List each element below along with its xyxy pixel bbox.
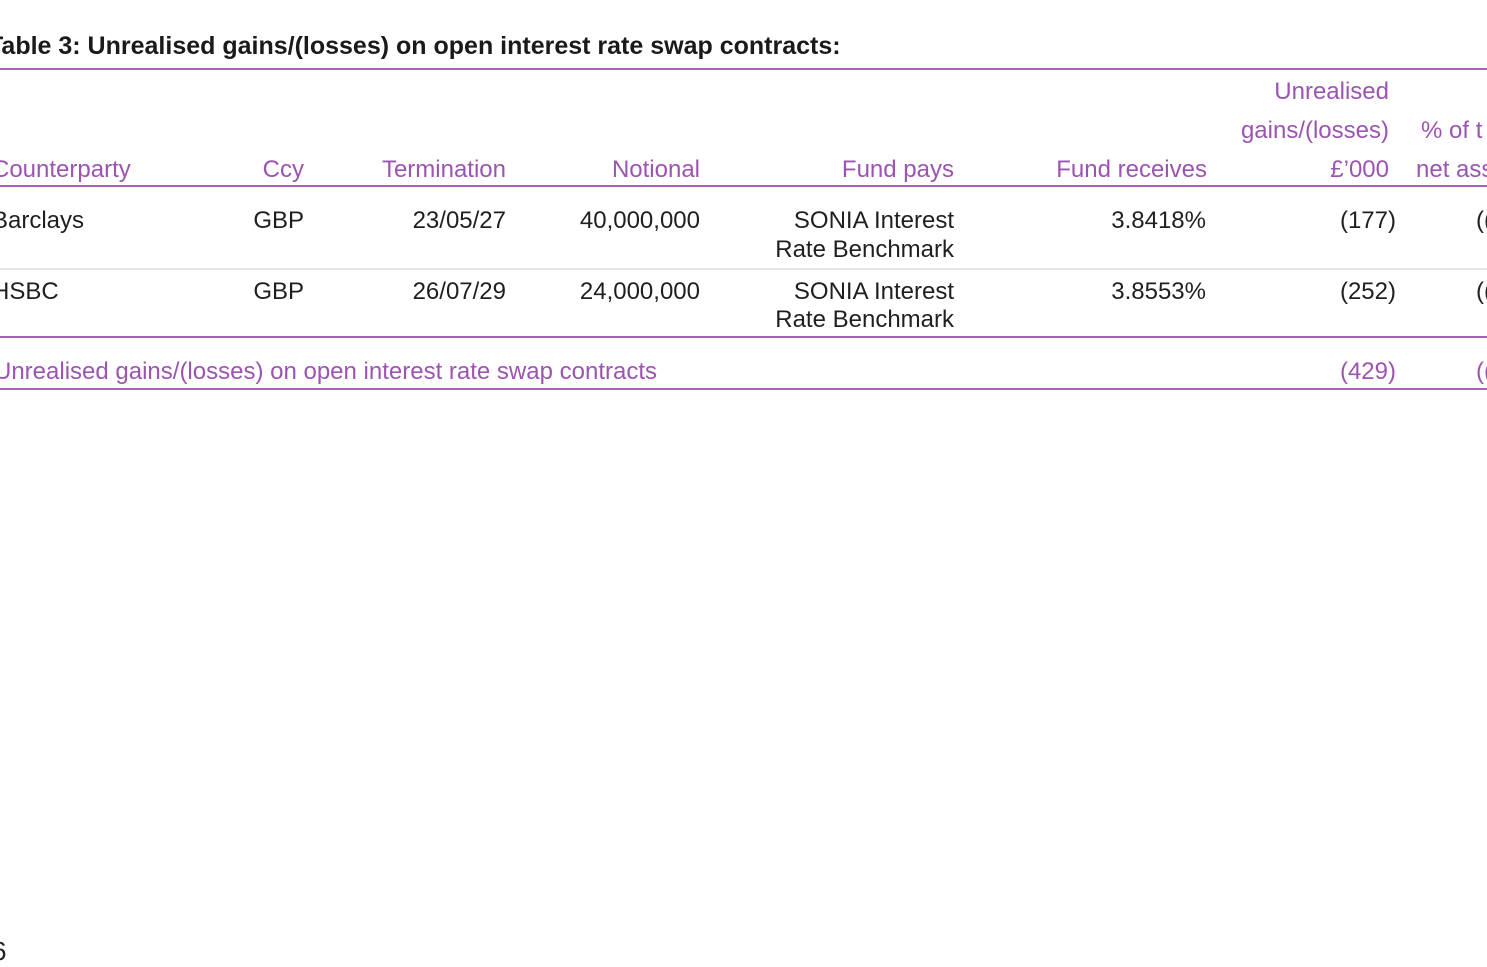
page-number: 6	[0, 936, 6, 967]
col-header-fund-receives: Fund receives	[1056, 156, 1207, 183]
col-header-unrealised-2: gains/(losses)	[1240, 117, 1389, 144]
col-header-fund-pays: Fund pays	[841, 156, 954, 183]
cell-ccy: GBP	[253, 278, 304, 305]
cell-counterparty: Barclays	[0, 207, 85, 234]
cell-fund-pays-1: SONIA Interest	[793, 278, 954, 305]
cell-notional: 40,000,000	[579, 207, 700, 234]
header-rule	[0, 185, 1487, 187]
cell-termination: 23/05/27	[412, 207, 506, 234]
col-header-counterparty: Counterparty	[0, 156, 131, 183]
cell-pct: ((	[1476, 207, 1487, 234]
table-title: Table 3: Unrealised gains/(losses) on op…	[0, 32, 841, 60]
col-header-termination: Termination	[381, 156, 506, 183]
col-header-pct-1: % of t	[1421, 117, 1483, 144]
total-pct: ((	[1476, 358, 1487, 385]
cell-fund-receives: 3.8418%	[1111, 207, 1206, 234]
col-header-unrealised-1: Unrealised	[1274, 78, 1389, 105]
col-header-notional: Notional	[611, 156, 700, 183]
cell-fund-pays-1: SONIA Interest	[793, 207, 954, 234]
col-header-ccy: Ccy	[262, 156, 304, 183]
total-label: Unrealised gains/(losses) on open intere…	[0, 358, 657, 385]
cell-unrealised: (252)	[1339, 278, 1396, 305]
cell-termination: 26/07/29	[412, 278, 506, 305]
cell-notional: 24,000,000	[579, 278, 700, 305]
cell-pct: ((	[1476, 278, 1487, 305]
total-unrealised: (429)	[1339, 358, 1396, 385]
total-top-rule	[0, 336, 1487, 338]
top-rule	[0, 68, 1487, 70]
cell-fund-pays-2: Rate Benchmark	[775, 306, 954, 333]
row-divider	[0, 268, 1487, 270]
bottom-rule	[0, 388, 1487, 390]
col-header-unrealised-3: £’000	[1330, 156, 1389, 183]
cell-unrealised: (177)	[1339, 207, 1396, 234]
cell-fund-pays-2: Rate Benchmark	[775, 236, 954, 263]
cell-fund-receives: 3.8553%	[1111, 278, 1206, 305]
cell-ccy: GBP	[253, 207, 304, 234]
cell-counterparty: HSBC	[0, 278, 59, 305]
col-header-pct-2: net ass	[1416, 156, 1487, 183]
